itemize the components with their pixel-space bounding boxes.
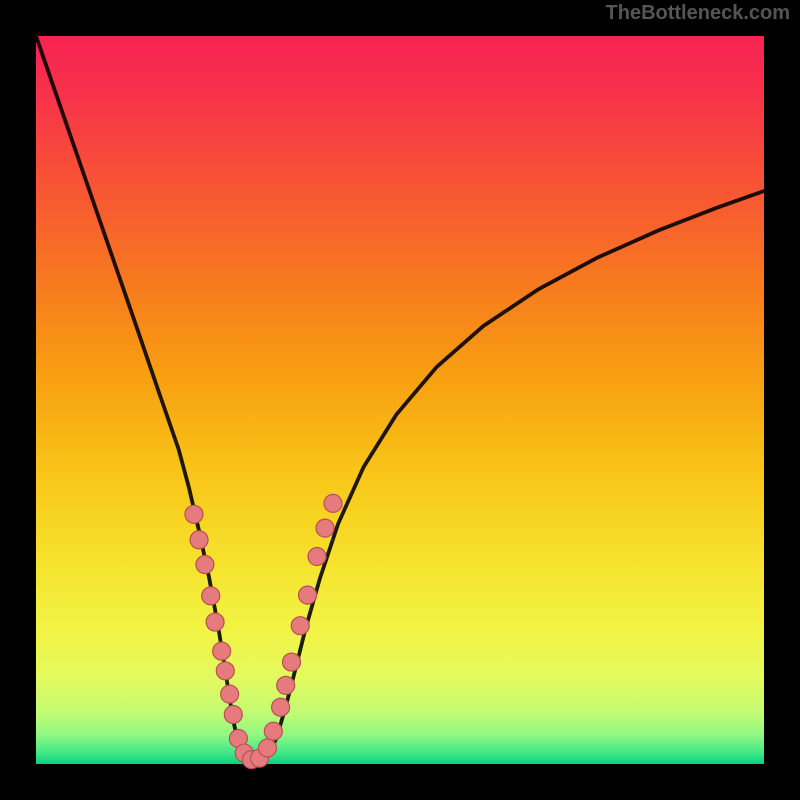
chart-root: TheBottleneck.com bbox=[0, 0, 800, 800]
plot-background bbox=[36, 36, 764, 764]
watermark-text: TheBottleneck.com bbox=[606, 2, 790, 25]
